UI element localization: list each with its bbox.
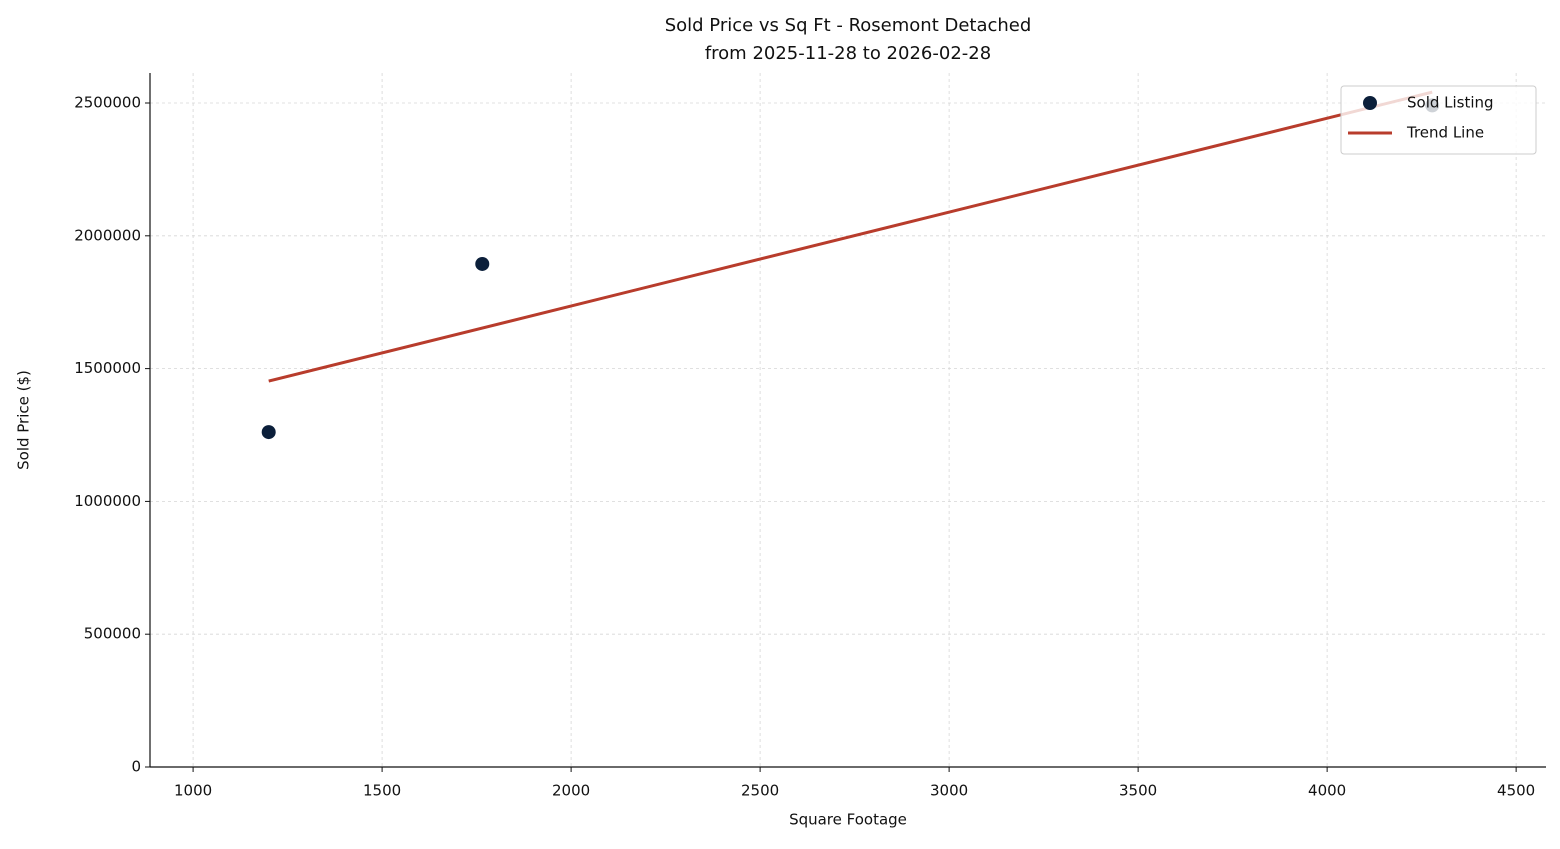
legend-label: Trend Line	[1406, 124, 1484, 142]
chart-title: Sold Price vs Sq Ft - Rosemont Detached	[665, 15, 1032, 36]
y-tick-label: 2000000	[74, 226, 141, 244]
grid	[150, 73, 1546, 768]
y-axis-label: Sold Price ($)	[15, 370, 33, 470]
trend-line	[268, 90, 1433, 383]
x-tick-label: 2500	[741, 782, 779, 800]
point	[475, 256, 490, 271]
y-tick-label: 500000	[84, 625, 141, 643]
x-tick-label: 3000	[930, 782, 968, 800]
x-tick-label: 4000	[1308, 782, 1346, 800]
y-tick-label: 0	[131, 758, 141, 776]
x-tick-label: 4500	[1497, 782, 1535, 800]
y-tick-label: 1000000	[74, 492, 141, 510]
legend: Sold Listing Trend Line	[1340, 85, 1537, 155]
x-axis-label: Square Footage	[789, 811, 907, 829]
legend-label: Sold Listing	[1407, 94, 1494, 112]
x-tick-label: 3500	[1119, 782, 1157, 800]
chart-subtitle: from 2025-11-28 to 2026-02-28	[705, 43, 991, 64]
legend-marker	[1363, 96, 1377, 110]
y-tick-label: 2500000	[74, 94, 141, 112]
legend-box	[1340, 85, 1537, 155]
x-tick-label: 2000	[552, 782, 590, 800]
x-tick-label: 1000	[174, 782, 212, 800]
y-tick-label: 1500000	[74, 359, 141, 377]
point	[261, 425, 276, 440]
plot-area	[261, 90, 1440, 440]
x-tick-label: 1500	[363, 782, 401, 800]
